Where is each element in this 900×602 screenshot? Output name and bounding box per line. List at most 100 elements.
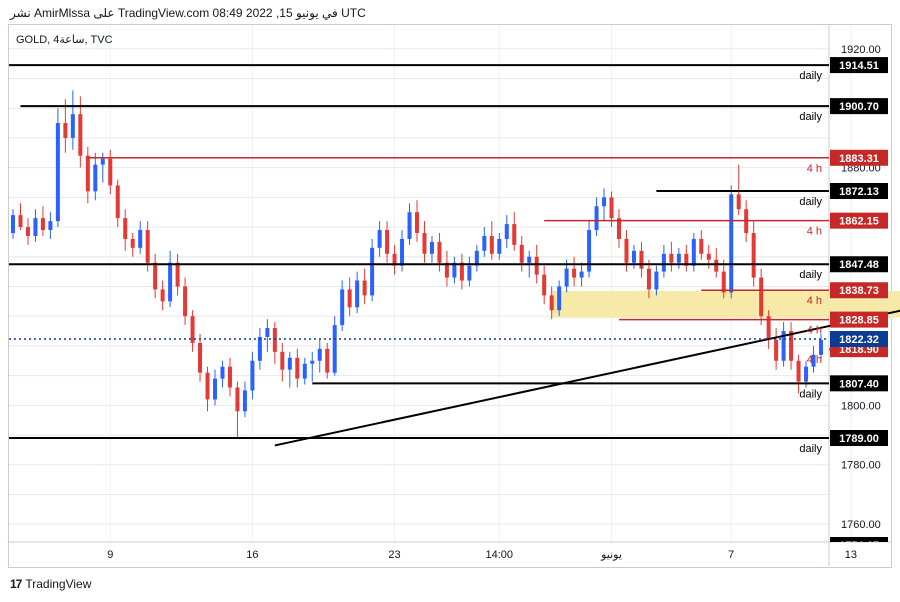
candle-body <box>639 250 644 269</box>
x-tick-label: 23 <box>388 549 400 561</box>
candle-body <box>497 238 502 254</box>
candle-body <box>549 295 554 311</box>
level-price-badge <box>830 212 888 229</box>
bottom-price-badge <box>830 537 888 542</box>
candle-body <box>609 197 614 219</box>
candle-body <box>437 241 442 263</box>
current-price-label: 1822.32 <box>839 334 879 346</box>
candle-body <box>534 256 539 275</box>
candle-body <box>18 215 23 228</box>
candle-body <box>242 390 247 412</box>
candle-body <box>415 212 419 233</box>
level-price-label: 1789.00 <box>839 433 879 445</box>
candle-body <box>669 253 674 263</box>
candle-body <box>721 271 726 293</box>
candle-body <box>123 218 128 239</box>
candle-body <box>654 271 659 290</box>
candle-body <box>407 212 412 239</box>
candle-body <box>781 331 786 361</box>
candle-body <box>699 238 704 254</box>
candle-body <box>676 253 681 263</box>
candle-body <box>272 328 277 352</box>
candle-body <box>542 274 547 296</box>
x-tick-label: يونيو <box>600 549 622 561</box>
candle-body <box>736 194 741 210</box>
candle-body <box>310 360 315 364</box>
candle-body <box>220 366 225 379</box>
level-price-label: 1838.73 <box>839 285 879 297</box>
candle-body <box>257 336 262 361</box>
candle-body <box>317 348 322 361</box>
candle-body <box>564 268 569 287</box>
candle-body <box>40 218 45 231</box>
candle-body <box>759 277 764 317</box>
candle-body <box>579 271 584 278</box>
level-price-label: 1807.40 <box>839 378 879 390</box>
candle-body <box>325 348 330 373</box>
level-tag: daily <box>799 70 822 82</box>
candle-body <box>265 328 270 337</box>
y-tick-label: 1780.00 <box>841 460 881 472</box>
candle-body <box>572 268 577 278</box>
y-tick-label: 1800.00 <box>841 400 881 412</box>
level-tag: 4 h <box>807 325 822 337</box>
level-price-badge <box>830 256 888 273</box>
y-tick-label: 1920.00 <box>841 44 881 56</box>
candle-body <box>429 241 434 254</box>
level-tag: daily <box>799 388 822 400</box>
brand-name: TradingView <box>25 577 92 591</box>
candle-body <box>100 158 105 165</box>
candle-body <box>504 224 509 239</box>
candle-body <box>130 238 135 248</box>
level-price-badge <box>830 183 888 200</box>
candle-body <box>489 235 494 254</box>
x-tick-label: 16 <box>246 549 258 561</box>
candle-body <box>631 250 636 263</box>
candle-body <box>519 244 524 263</box>
candle-body <box>213 378 217 400</box>
candle-body <box>392 253 397 266</box>
candle-body <box>227 366 232 388</box>
candle-body <box>444 262 449 278</box>
candle-body <box>33 218 38 236</box>
candle-body <box>587 230 592 272</box>
x-tick-label: 9 <box>107 549 113 561</box>
candle-body <box>138 230 143 248</box>
candle-body <box>85 155 90 192</box>
x-tick-label: 13 <box>845 549 857 561</box>
candle-body <box>205 372 210 400</box>
level-price-badge <box>830 149 888 166</box>
candle-body <box>280 351 285 370</box>
candle-body <box>594 206 599 231</box>
candle-body <box>557 286 562 311</box>
candle-body <box>145 230 150 263</box>
candle-body <box>796 360 801 382</box>
candle-body <box>55 123 60 222</box>
y-tick-label: 1760.00 <box>841 519 881 531</box>
brand-footer[interactable]: 17 TradingView <box>10 577 91 591</box>
candle-body <box>527 256 532 263</box>
level-price-label: 1847.48 <box>839 259 879 271</box>
candle-body <box>302 363 307 379</box>
candle-body <box>729 194 734 293</box>
candle-body <box>624 238 629 263</box>
candle-body <box>819 339 823 355</box>
level-price-badge <box>830 282 888 299</box>
candle-body <box>347 289 352 308</box>
candle-body <box>25 227 30 236</box>
level-tag: daily <box>799 196 822 208</box>
candle-body <box>385 230 390 254</box>
candle-body <box>452 262 457 278</box>
candle-body <box>63 123 68 138</box>
publish-header: نشر AmirMlssa على TradingView.com في يون… <box>10 6 366 20</box>
current-price-badge <box>830 331 888 348</box>
candle-body <box>190 316 195 343</box>
level-price-label: 1872.13 <box>839 186 879 198</box>
candle-body <box>714 259 719 272</box>
candle-body <box>474 250 479 266</box>
candle-body <box>355 280 360 308</box>
candle-body <box>482 235 487 251</box>
candle-body <box>115 185 120 219</box>
candle-body <box>774 339 779 361</box>
